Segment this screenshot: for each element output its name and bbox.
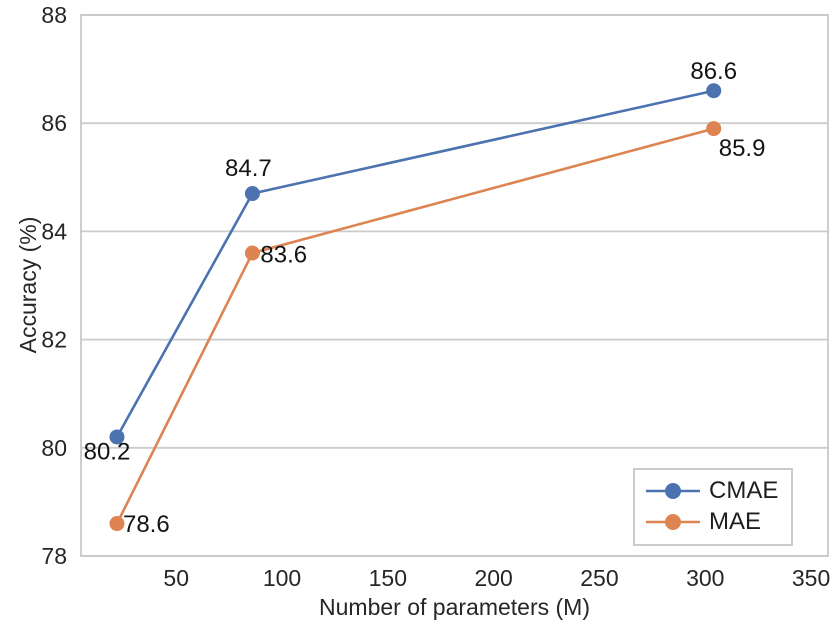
legend-label-cmae: CMAE bbox=[709, 476, 779, 504]
cmae-marker-1 bbox=[244, 186, 260, 202]
mae-value-label-0: 78.6 bbox=[123, 511, 170, 538]
plot-border bbox=[80, 14, 829, 557]
mae-line bbox=[115, 127, 715, 525]
mae-value-label-2: 85.9 bbox=[719, 135, 766, 162]
x-tick-label-250: 250 bbox=[580, 565, 618, 591]
cmae-line-marker-sample-icon bbox=[646, 482, 700, 499]
x-tick-label-200: 200 bbox=[474, 565, 512, 591]
mae-marker-0 bbox=[109, 516, 125, 532]
mae-marker-2 bbox=[706, 121, 722, 137]
x-tick-label-100: 100 bbox=[263, 565, 301, 591]
legend: CMAE MAE bbox=[633, 468, 793, 546]
cmae-line bbox=[115, 89, 715, 438]
cmae-value-label-0: 80.2 bbox=[84, 438, 131, 465]
y-tick-label-84: 84 bbox=[41, 218, 67, 244]
mae-marker-1 bbox=[244, 245, 260, 261]
y-tick-label-86: 86 bbox=[41, 110, 67, 136]
y-tick-label-82: 82 bbox=[41, 327, 67, 353]
cmae-value-label-1: 84.7 bbox=[225, 155, 272, 182]
y-tick-label-78: 78 bbox=[41, 543, 67, 569]
legend-label-mae: MAE bbox=[709, 507, 762, 535]
cmae-marker-2 bbox=[706, 83, 722, 99]
legend-item-cmae: CMAE bbox=[645, 475, 791, 506]
mae-value-label-1: 83.6 bbox=[260, 242, 307, 269]
y-tick-label-80: 80 bbox=[41, 435, 67, 461]
x-tick-label-300: 300 bbox=[686, 565, 724, 591]
x-tick-label-50: 50 bbox=[163, 565, 189, 591]
x-tick-label-350: 350 bbox=[792, 565, 830, 591]
legend-item-mae: MAE bbox=[645, 506, 791, 537]
mae-line-marker-sample-icon bbox=[646, 513, 700, 530]
x-tick-label-150: 150 bbox=[369, 565, 407, 591]
cmae-value-label-2: 86.6 bbox=[690, 58, 737, 85]
cmae-marker-0 bbox=[109, 429, 125, 445]
y-tick-label-88: 88 bbox=[41, 2, 67, 28]
